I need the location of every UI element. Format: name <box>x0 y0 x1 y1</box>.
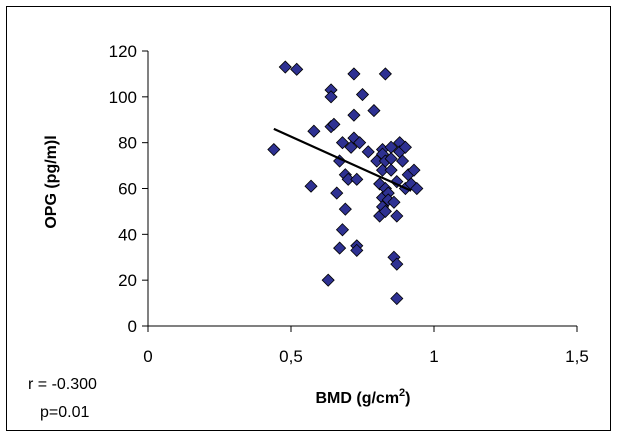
data-point <box>353 136 367 150</box>
tick-labels: 0 20 40 60 80 100 120 0 0,5 1 1,5 <box>109 42 589 366</box>
data-point <box>378 204 392 218</box>
x-axis-title-main: BMD (g/cm <box>315 390 399 407</box>
data-point <box>395 154 410 168</box>
x-tick-label: 0,5 <box>279 347 303 366</box>
axes <box>142 50 578 332</box>
data-point <box>355 87 370 102</box>
data-point <box>407 163 421 177</box>
data-point <box>350 243 364 257</box>
data-point <box>350 172 364 186</box>
data-point <box>335 223 350 237</box>
data-point <box>290 62 304 76</box>
data-point <box>307 124 321 138</box>
y-axis-title: OPG (pg/m)l <box>43 135 60 228</box>
data-point <box>338 202 352 216</box>
y-tick-label: 0 <box>128 317 137 336</box>
y-tick-label: 120 <box>109 42 137 61</box>
data-point <box>335 136 350 150</box>
data-point <box>278 60 292 74</box>
data-point <box>390 291 404 306</box>
data-point <box>347 67 361 81</box>
correlation-annotation: r = -0.300 <box>28 376 97 393</box>
data-point <box>330 186 344 200</box>
data-point <box>384 163 398 177</box>
data-point <box>390 209 404 223</box>
data-point <box>347 108 361 122</box>
data-point <box>367 104 381 118</box>
data-point <box>398 140 412 154</box>
p-value-annotation: p=0.01 <box>40 404 89 421</box>
trend-line <box>273 127 412 192</box>
x-axis-title-suffix: ) <box>405 390 410 407</box>
data-point <box>267 142 281 157</box>
y-tick-label: 40 <box>118 225 137 244</box>
x-tick-label: 1,5 <box>565 347 589 366</box>
data-point <box>341 172 355 186</box>
data-point <box>324 90 338 104</box>
data-point <box>321 273 335 287</box>
data-point <box>327 117 341 131</box>
data-point <box>370 154 384 168</box>
x-axis-title: BMD (g/cm2) <box>315 387 410 407</box>
y-tick-label: 100 <box>109 88 137 107</box>
x-axis-title-superscript: 2 <box>399 387 405 399</box>
data-point <box>361 145 375 159</box>
data-point <box>410 181 424 196</box>
y-tick-label: 80 <box>118 134 137 153</box>
data-point <box>333 241 347 255</box>
x-tick-label: 1 <box>429 347 438 366</box>
y-tick-label: 20 <box>118 271 137 290</box>
data-point <box>387 195 401 209</box>
data-points <box>267 60 424 306</box>
x-tick-label: 0 <box>143 347 152 366</box>
data-point <box>390 257 404 271</box>
data-point <box>304 179 318 193</box>
y-tick-label: 60 <box>118 180 137 199</box>
chart-frame <box>6 6 611 431</box>
data-point <box>378 67 392 81</box>
